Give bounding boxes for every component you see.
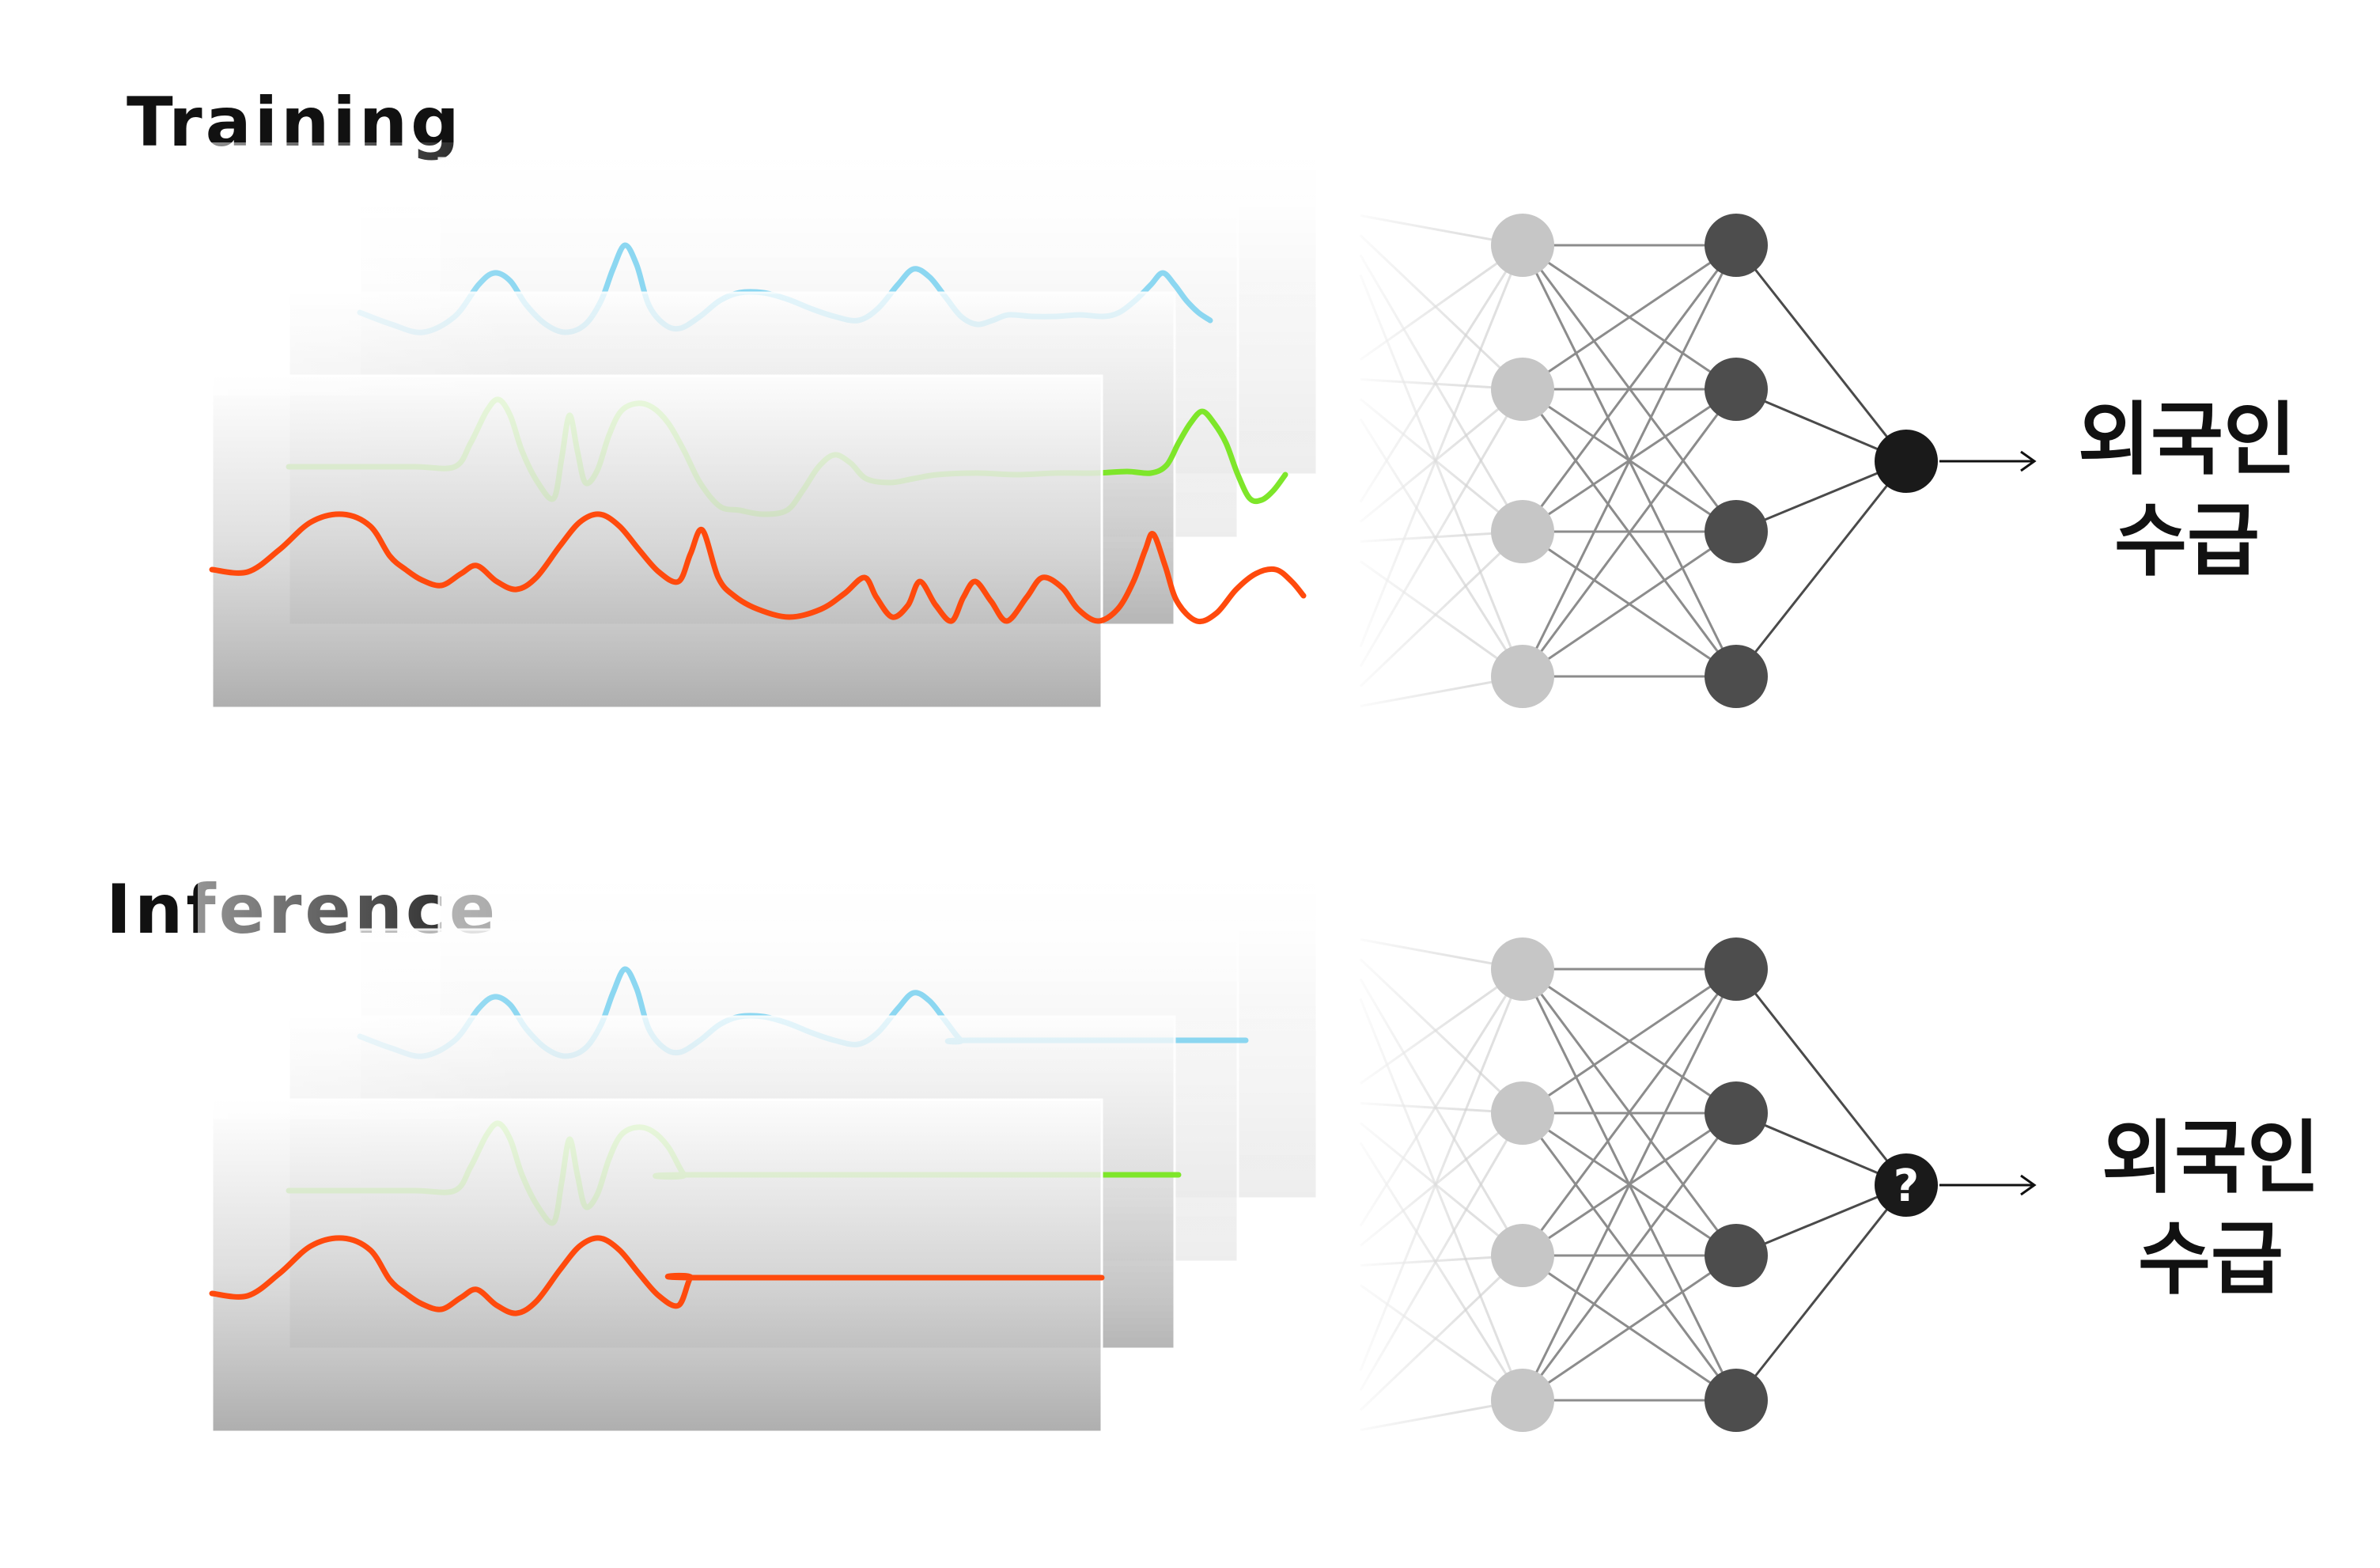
training-output-node xyxy=(1875,430,1938,493)
training-output-label: 외국인 수급 xyxy=(2060,389,2314,592)
training-input-node xyxy=(1491,358,1554,421)
training-output-edge xyxy=(1735,244,1908,462)
training-input-node xyxy=(1491,645,1554,708)
training-hidden-node xyxy=(1705,500,1768,563)
training-input-node xyxy=(1491,214,1554,277)
inference-hidden-node xyxy=(1705,937,1768,1001)
training-output-label-line1: 외국인 xyxy=(2078,393,2296,486)
training-hidden-edge xyxy=(1522,530,1737,678)
inference-output-label-line1: 외국인 xyxy=(2102,1112,2320,1204)
training-neural-network xyxy=(1345,198,2037,724)
training-output-edge xyxy=(1735,460,1908,677)
training-output-label-line2: 수급 xyxy=(2114,494,2260,587)
inference-input-node xyxy=(1491,937,1554,1001)
inference-section: ? xyxy=(198,866,2037,1448)
inference-neural-network: ? xyxy=(1345,922,2037,1448)
inference-output-label: 외국인 수급 xyxy=(2084,1108,2337,1310)
inference-hidden-edge xyxy=(1522,1254,1737,1402)
inference-hidden-edge xyxy=(1521,968,1738,1401)
right-arrow-icon xyxy=(1939,450,2037,472)
question-mark-icon: ? xyxy=(1894,1161,1919,1212)
inference-input-node xyxy=(1491,1369,1554,1432)
inference-front-series-line xyxy=(209,1235,1105,1316)
inference-output-edge xyxy=(1735,968,1908,1186)
training-hidden-edge xyxy=(1522,244,1737,391)
training-edge-fade xyxy=(1345,198,1471,724)
training-hidden-edge xyxy=(1521,244,1738,532)
inference-hidden-node xyxy=(1705,1369,1768,1432)
training-hidden-edge xyxy=(1521,388,1738,677)
inference-output-node xyxy=(1875,1153,1938,1217)
inference-output-label-line2: 수급 xyxy=(2138,1213,2284,1305)
training-hidden-node xyxy=(1705,214,1768,277)
inference-hidden-node xyxy=(1705,1224,1768,1287)
inference-input-node xyxy=(1491,1081,1554,1145)
inference-edge-fade xyxy=(1345,922,1471,1448)
training-panel-1 xyxy=(210,374,1103,710)
inference-output-edge xyxy=(1735,1184,1908,1401)
inference-hidden-edge xyxy=(1522,968,1737,1115)
inference-input-node xyxy=(1491,1224,1554,1287)
inference-hidden-edge xyxy=(1521,968,1738,1256)
training-hidden-node xyxy=(1705,358,1768,421)
training-front-series-line xyxy=(209,511,1307,625)
training-fade-overlay xyxy=(198,142,530,396)
training-hidden-node xyxy=(1705,645,1768,708)
inference-panel-1 xyxy=(210,1098,1103,1434)
inference-hidden-edge xyxy=(1521,1112,1738,1401)
right-arrow-icon xyxy=(1939,1174,2037,1196)
training-input-node xyxy=(1491,500,1554,563)
inference-hidden-node xyxy=(1705,1081,1768,1145)
training-hidden-edge xyxy=(1521,244,1738,677)
inference-fade-overlay xyxy=(198,866,530,1119)
training-section xyxy=(198,142,2037,724)
